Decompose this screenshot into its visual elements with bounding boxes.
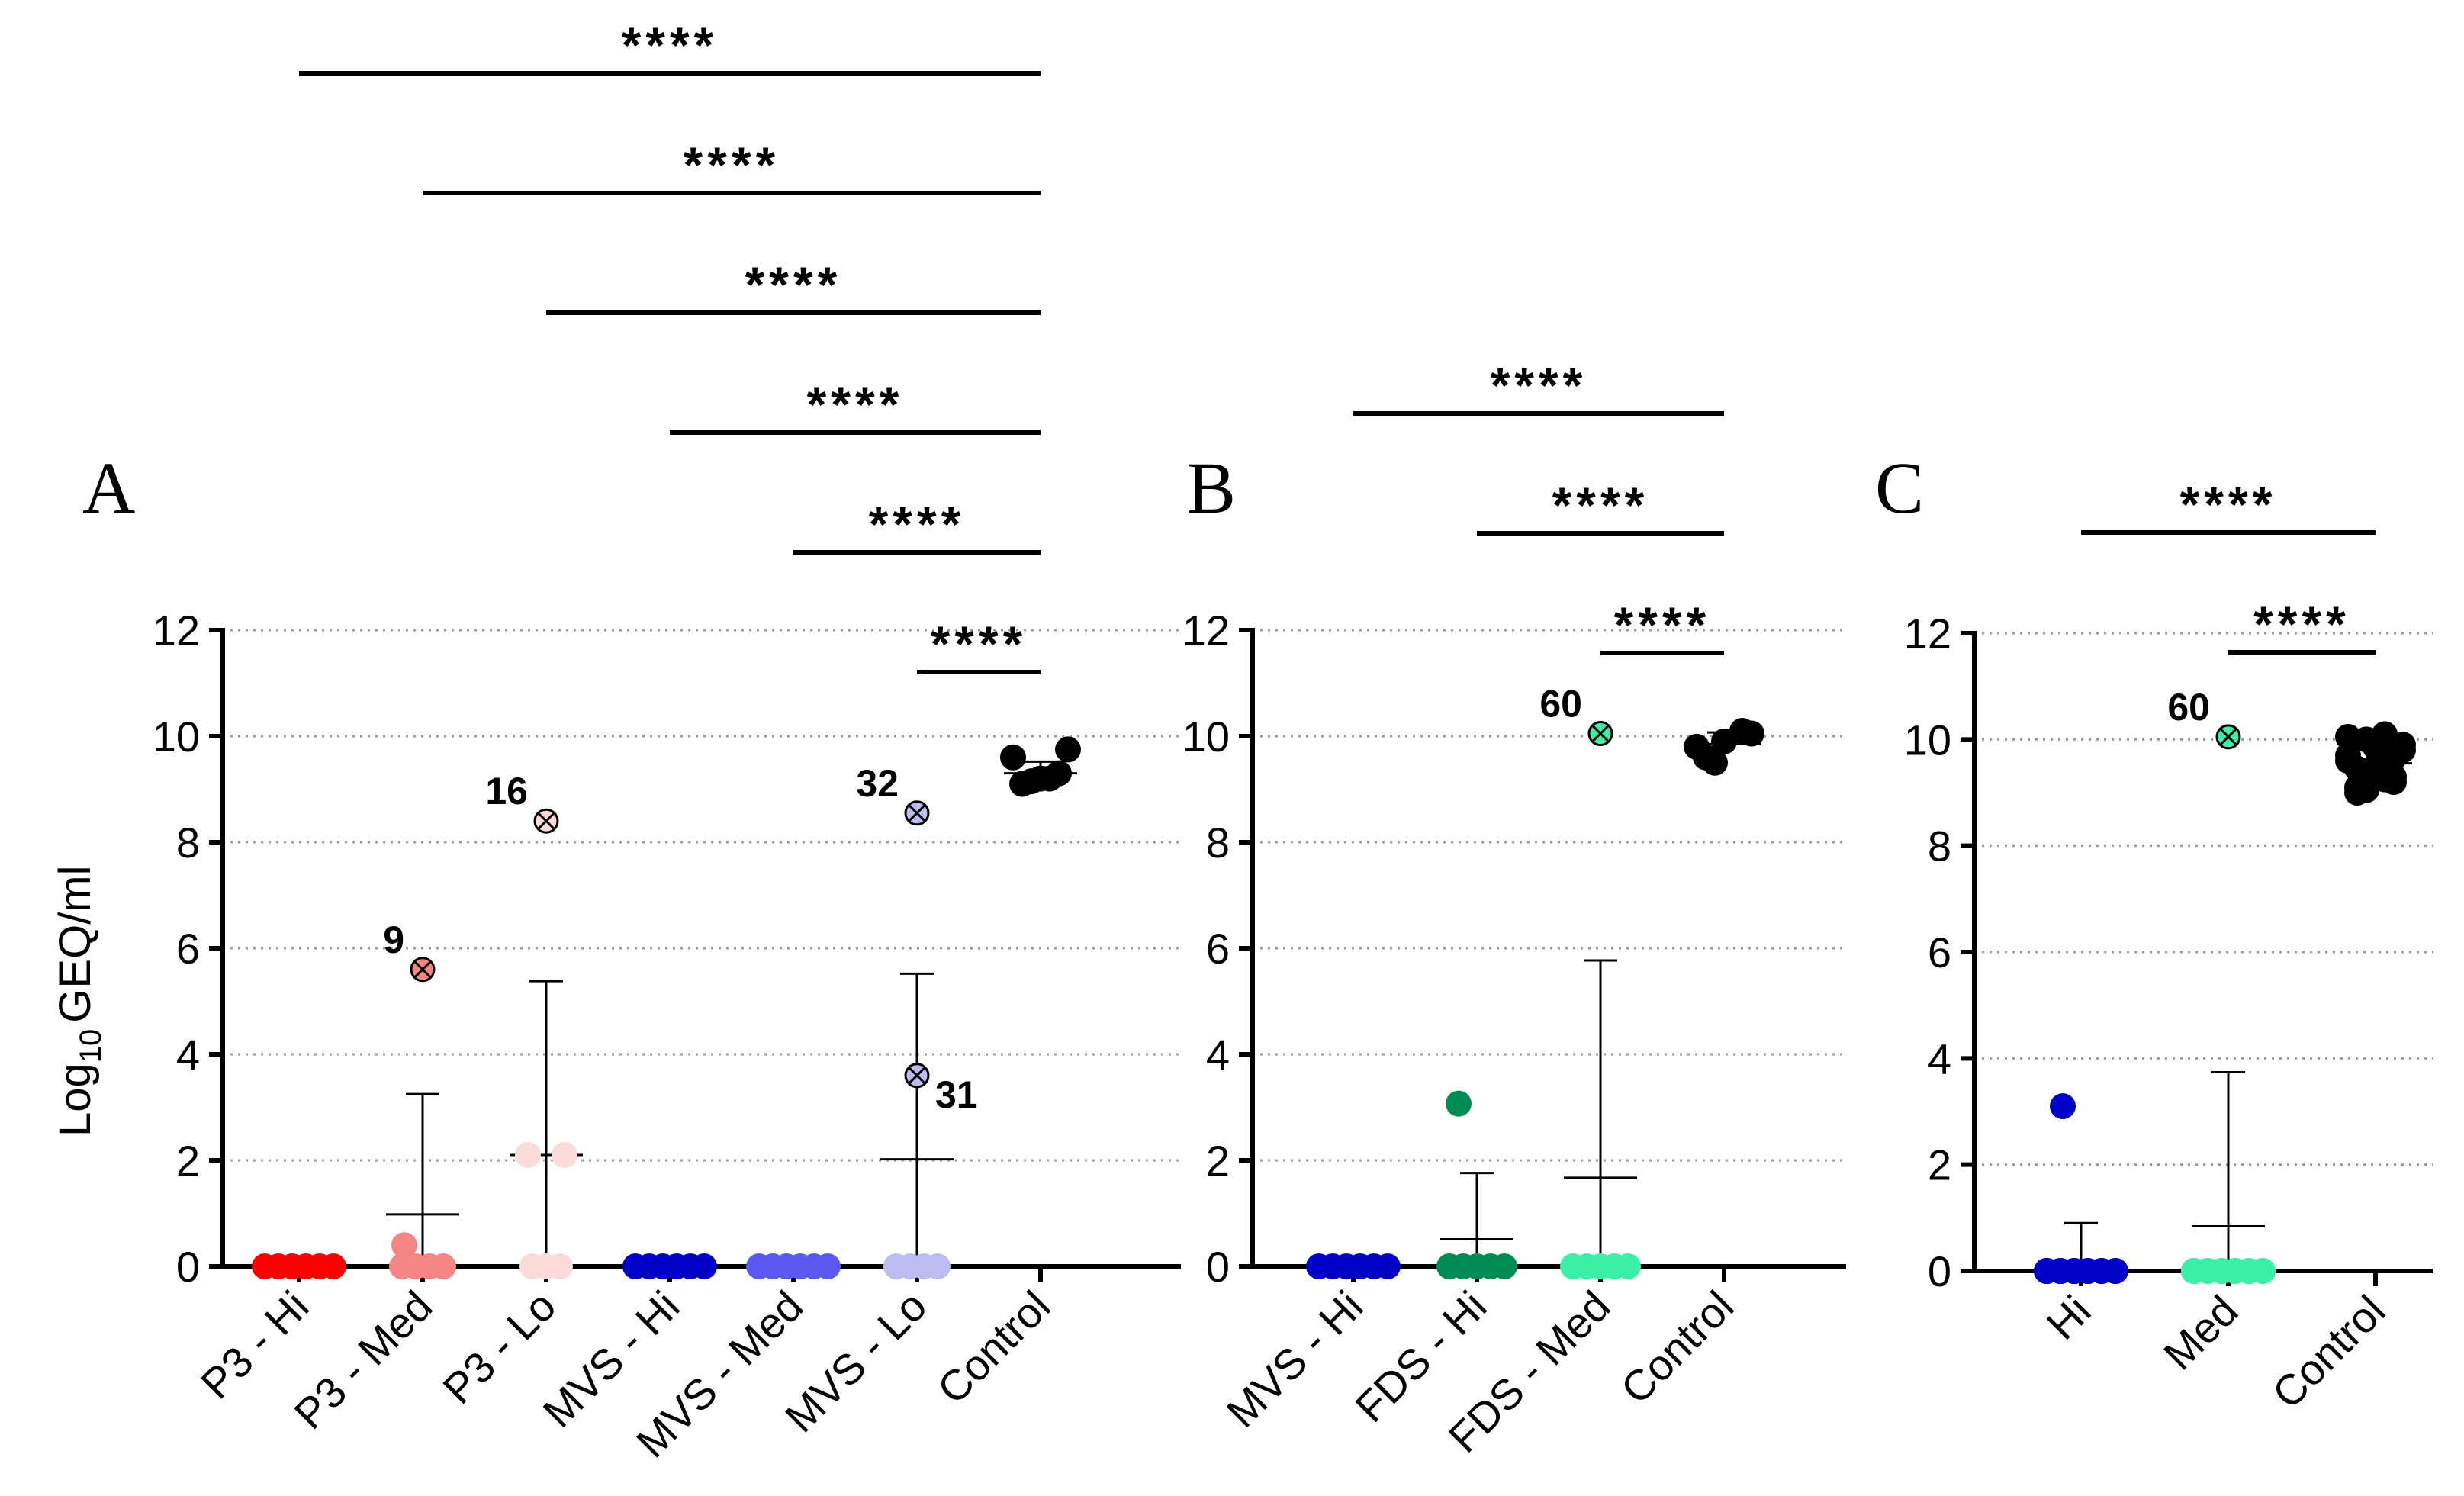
panel-letter: A — [82, 447, 135, 529]
y-tick-label: 6 — [176, 925, 200, 973]
y-tick-label: 6 — [1206, 925, 1230, 973]
outlier-label: 16 — [485, 770, 528, 812]
y-tick-label: 8 — [1928, 822, 1951, 870]
data-point — [691, 1253, 717, 1279]
data-point — [1739, 720, 1764, 747]
data-point — [552, 1142, 577, 1169]
data-point — [1615, 1253, 1641, 1279]
y-tick-label: 0 — [1206, 1243, 1230, 1291]
data-point — [1055, 736, 1081, 763]
data-point — [1711, 728, 1737, 754]
outlier-cross — [537, 812, 555, 830]
x-tick-label: Control — [2263, 1286, 2394, 1417]
data-point — [925, 1253, 951, 1279]
y-tick-label: 0 — [176, 1243, 200, 1291]
significance-label: **** — [2180, 476, 2277, 532]
data-point — [2050, 1093, 2076, 1120]
significance-label: **** — [622, 17, 719, 73]
significance-label: **** — [684, 137, 780, 193]
y-tick-label: 12 — [153, 606, 200, 655]
x-tick-label: MVS - Hi — [1218, 1282, 1372, 1436]
y-tick-label: 8 — [176, 819, 200, 867]
y-axis-label: Log10 GEQ/ml — [50, 865, 108, 1137]
data-point — [2236, 1258, 2262, 1284]
significance-label: **** — [2253, 596, 2350, 652]
outlier-cross — [2219, 728, 2237, 745]
data-point — [2372, 766, 2398, 793]
y-tick-label: 4 — [176, 1031, 200, 1079]
data-point — [1375, 1253, 1401, 1279]
significance-label: **** — [1614, 597, 1711, 653]
data-point — [1037, 765, 1063, 792]
data-point — [2344, 755, 2370, 782]
outlier-cross — [908, 804, 926, 822]
data-point — [515, 1142, 541, 1169]
panel-letter: B — [1187, 447, 1236, 529]
significance-label: **** — [807, 376, 904, 433]
data-point — [320, 1253, 346, 1279]
outlier-cross — [1591, 725, 1610, 742]
outlier-cross — [413, 960, 432, 978]
x-tick-label: Control — [928, 1282, 1059, 1413]
x-tick-label: Med — [2154, 1286, 2247, 1379]
y-tick-label: 12 — [1904, 610, 1951, 658]
data-point — [815, 1253, 841, 1279]
data-point — [547, 1253, 573, 1279]
significance-label: **** — [869, 496, 966, 552]
x-tick-label: P3 - Hi — [191, 1282, 318, 1408]
data-point — [391, 1232, 417, 1259]
outlier-cross — [908, 1067, 926, 1084]
outlier-label: 31 — [935, 1073, 978, 1116]
data-point — [2335, 723, 2361, 750]
y-tick-label: 2 — [1928, 1141, 1951, 1189]
data-point — [2089, 1258, 2115, 1284]
data-point — [2363, 734, 2388, 761]
panel-c: C 0 2 4 6 8 10 12 Hi Med Control 60 **** **** — [1875, 447, 2433, 1417]
y-axis-label-subscript: 10 — [74, 1029, 108, 1063]
significance-label: **** — [745, 256, 842, 313]
y-tick-label: 6 — [1928, 928, 1951, 976]
x-tick-label: Hi — [2038, 1286, 2100, 1349]
panel-letter: C — [1875, 447, 1924, 529]
outlier-label: 32 — [856, 762, 899, 805]
outlier-label: 60 — [2167, 686, 2210, 729]
data-point — [1446, 1090, 1472, 1117]
y-tick-label: 2 — [1206, 1137, 1230, 1185]
y-tick-label: 12 — [1182, 606, 1230, 655]
y-tick-label: 4 — [1206, 1031, 1230, 1079]
y-axis-label-prefix: Log — [50, 1063, 100, 1137]
y-axis-label-text: GEQ/ml — [50, 865, 100, 1022]
x-tick-label: Control — [1611, 1282, 1742, 1413]
data-point — [1491, 1253, 1517, 1279]
significance-label: **** — [1491, 357, 1587, 413]
x-tick-label: P3 - Med — [285, 1282, 441, 1438]
significance-label: **** — [931, 616, 1028, 672]
svg-text:Log10GEQ/ml: Log10 GEQ/ml — [50, 865, 108, 1137]
y-tick-label: 8 — [1206, 819, 1230, 867]
data-point — [1684, 733, 1710, 760]
y-tick-label: 0 — [1928, 1247, 1951, 1295]
outlier-label: 9 — [383, 919, 404, 961]
significance-label: **** — [1552, 477, 1649, 533]
y-tick-label: 2 — [176, 1137, 200, 1185]
data-point — [1702, 749, 1728, 776]
outlier-label: 60 — [1539, 683, 1582, 725]
data-point — [1000, 744, 1026, 771]
y-tick-label: 10 — [1182, 713, 1230, 761]
y-tick-label: 4 — [1928, 1034, 1951, 1083]
y-tick-label: 10 — [153, 713, 200, 761]
y-tick-label: 10 — [1904, 716, 1951, 764]
data-point — [430, 1253, 456, 1279]
